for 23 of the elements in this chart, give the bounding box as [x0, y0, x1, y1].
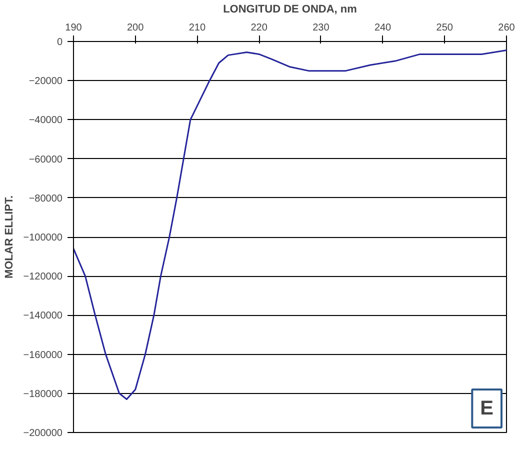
- x-tick-label: 210: [188, 22, 206, 34]
- x-tick-label: 250: [436, 22, 454, 34]
- x-tick-label: 260: [498, 22, 516, 34]
- x-tick-label: 200: [127, 22, 144, 34]
- line-series: [74, 50, 506, 400]
- y-tick-label: −120000: [23, 272, 63, 283]
- y-tick-label: −160000: [23, 350, 63, 361]
- x-axis-title: LONGITUD DE ONDA, nm: [223, 4, 358, 16]
- y-tick-label: 0: [56, 37, 63, 48]
- y-tick-label: −200000: [23, 428, 63, 439]
- y-tick-label: −140000: [23, 310, 63, 322]
- x-tick-label: 220: [250, 22, 268, 34]
- y-tick-label: −180000: [23, 388, 63, 400]
- x-tick-label: 230: [312, 22, 330, 34]
- annotation: E: [480, 398, 494, 420]
- y-tick-label: −60000: [28, 154, 63, 166]
- y-tick-label: −100000: [23, 232, 63, 244]
- y-axis-title: MOLAR ELLIPT.: [3, 195, 16, 279]
- y-tick-label: −80000: [28, 193, 63, 204]
- y-tick-label: −20000: [28, 76, 63, 88]
- x-tick-label: 190: [65, 22, 82, 34]
- x-tick-label: 240: [374, 22, 392, 34]
- y-tick-label: −40000: [28, 115, 63, 126]
